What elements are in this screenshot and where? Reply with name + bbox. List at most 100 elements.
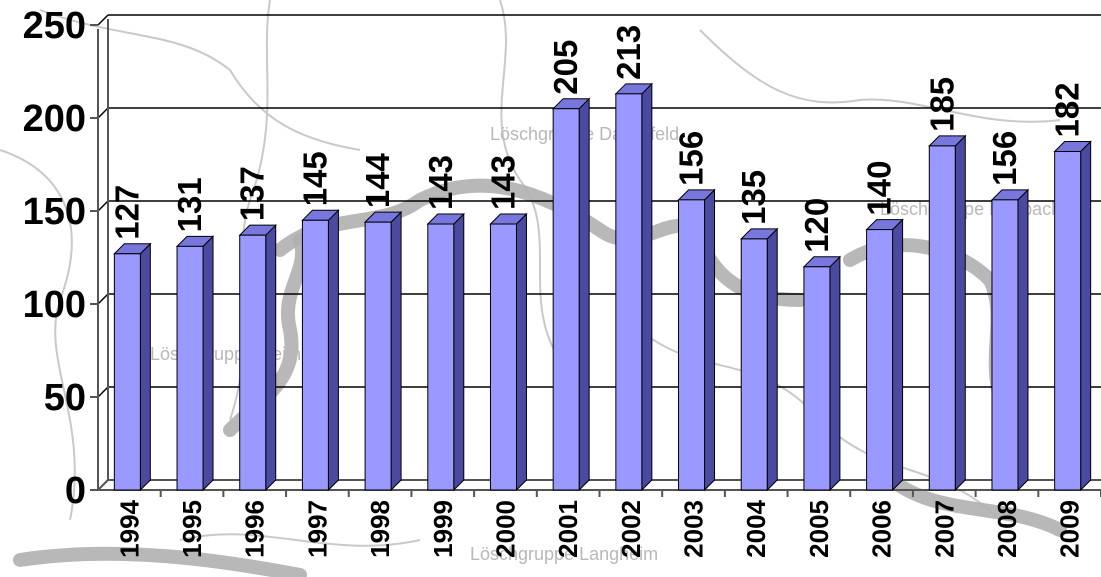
value-label-2002: 213: [610, 25, 647, 80]
value-labels: 127 131 137 145 144 143 143 205 213 156 135 120 140 1…: [108, 25, 1085, 253]
y-tick-label: 0: [65, 470, 86, 512]
bar-side: [453, 212, 465, 492]
bar-front: [991, 199, 1019, 491]
x-tick-label-1999: 1999: [428, 500, 458, 558]
bar-front: [176, 245, 204, 491]
value-label-2005: 120: [798, 198, 835, 253]
gridline-edge: [97, 14, 109, 26]
floor-edge: [97, 479, 109, 491]
background-label-heimer: Löschgruppe Heimer: [150, 344, 317, 364]
bar-2009: [1053, 140, 1092, 492]
bar-side: [766, 227, 778, 492]
bar-front: [552, 108, 580, 491]
bar-front: [301, 219, 329, 491]
bar-1996: [238, 223, 277, 492]
x-tick-label-2006: 2006: [867, 500, 897, 558]
bar-side: [515, 212, 527, 492]
bar-1995: [175, 235, 215, 492]
bar-front: [740, 238, 768, 491]
bar-front: [364, 221, 392, 491]
value-label-2004: 135: [735, 170, 772, 225]
x-tick-label-2007: 2007: [929, 500, 959, 558]
x-tick-label-2009: 2009: [1055, 500, 1085, 558]
x-tick-label-1997: 1997: [302, 500, 332, 558]
bar-front: [615, 93, 643, 491]
bar-side: [892, 218, 904, 492]
x-tick-label-2003: 2003: [679, 500, 709, 558]
bar-side: [390, 210, 402, 492]
x-tick-label-2004: 2004: [741, 499, 771, 557]
gridline-edge: [97, 200, 109, 212]
value-label-2009: 182: [1049, 82, 1086, 137]
value-label-1998: 144: [359, 152, 396, 208]
bar-side: [954, 134, 966, 492]
bar-2004: [740, 227, 779, 492]
bar-front: [427, 223, 455, 491]
y-tick-label: 250: [23, 5, 86, 47]
bar-side: [327, 209, 339, 492]
background-label-rohbach: Löschgruppe Rohbach: [880, 199, 1061, 219]
x-tick-label-2008: 2008: [992, 500, 1022, 558]
bar-side: [265, 223, 277, 492]
bar-front: [803, 266, 831, 491]
value-label-2001: 205: [547, 40, 584, 95]
y-tick-label: 150: [23, 191, 86, 233]
bar-front: [678, 199, 706, 491]
y-tick-label: 200: [23, 98, 86, 140]
value-label-2006: 140: [861, 161, 898, 216]
bar-side: [704, 188, 716, 492]
bar-side: [202, 235, 214, 492]
bar-front: [928, 145, 956, 491]
value-label-1995: 131: [171, 177, 208, 232]
bar-side: [1080, 140, 1092, 492]
bars: [113, 82, 1092, 492]
x-tick-label-2002: 2002: [616, 500, 646, 558]
y-axis-ticks: 0 50 100 150 200 250: [23, 5, 86, 512]
bar-side: [829, 255, 841, 492]
bar-side: [641, 82, 653, 492]
x-tick-label-1994: 1994: [114, 499, 144, 557]
bar-front: [113, 253, 141, 491]
value-label-1999: 143: [422, 155, 459, 210]
value-label-2003: 156: [673, 131, 710, 186]
bar-front: [239, 234, 267, 491]
value-label-2007: 185: [923, 77, 960, 132]
bar-2008: [990, 188, 1030, 492]
bar-front: [1054, 150, 1082, 491]
y-tick-label: 50: [44, 377, 86, 419]
bar-1999: [426, 212, 465, 492]
bar-2007: [928, 134, 967, 492]
value-label-2008: 156: [986, 131, 1023, 186]
bar-front: [489, 223, 517, 491]
bar-2000: [489, 212, 528, 492]
bar-2001: [551, 97, 591, 492]
x-tick-label-2005: 2005: [804, 500, 834, 558]
bar-side: [578, 97, 590, 492]
x-tick-label-2001: 2001: [553, 500, 583, 558]
bar-1998: [363, 210, 403, 492]
bar-2006: [865, 218, 904, 492]
x-tick-label-1995: 1995: [177, 500, 207, 558]
y-tick-label: 100: [23, 284, 86, 326]
x-axis-ticks: 1994 1995 1996 1997 1998 1999 2000 2001 2002 2003…: [114, 499, 1084, 557]
value-label-1994: 127: [108, 185, 145, 240]
value-label-2000: 143: [484, 155, 521, 210]
gridline-edge: [97, 107, 109, 119]
bar-front: [866, 229, 894, 491]
background-label-langheim: Löschgruppe Langheim: [470, 544, 658, 564]
bar-2002: [614, 82, 654, 492]
x-tick-label-1998: 1998: [365, 500, 395, 558]
bar-side: [1017, 188, 1029, 492]
bar-2003: [677, 188, 716, 492]
bar-1997: [301, 209, 340, 492]
x-tick-label-1996: 1996: [240, 500, 270, 558]
gridline-edge: [97, 386, 109, 398]
value-label-1997: 145: [296, 151, 333, 206]
bar-1994: [113, 242, 152, 492]
gridline-edge: [97, 293, 109, 305]
bar-side: [139, 242, 151, 492]
bar-2005: [802, 255, 842, 492]
x-tick-label-2000: 2000: [490, 500, 520, 558]
value-label-1996: 137: [234, 166, 271, 221]
